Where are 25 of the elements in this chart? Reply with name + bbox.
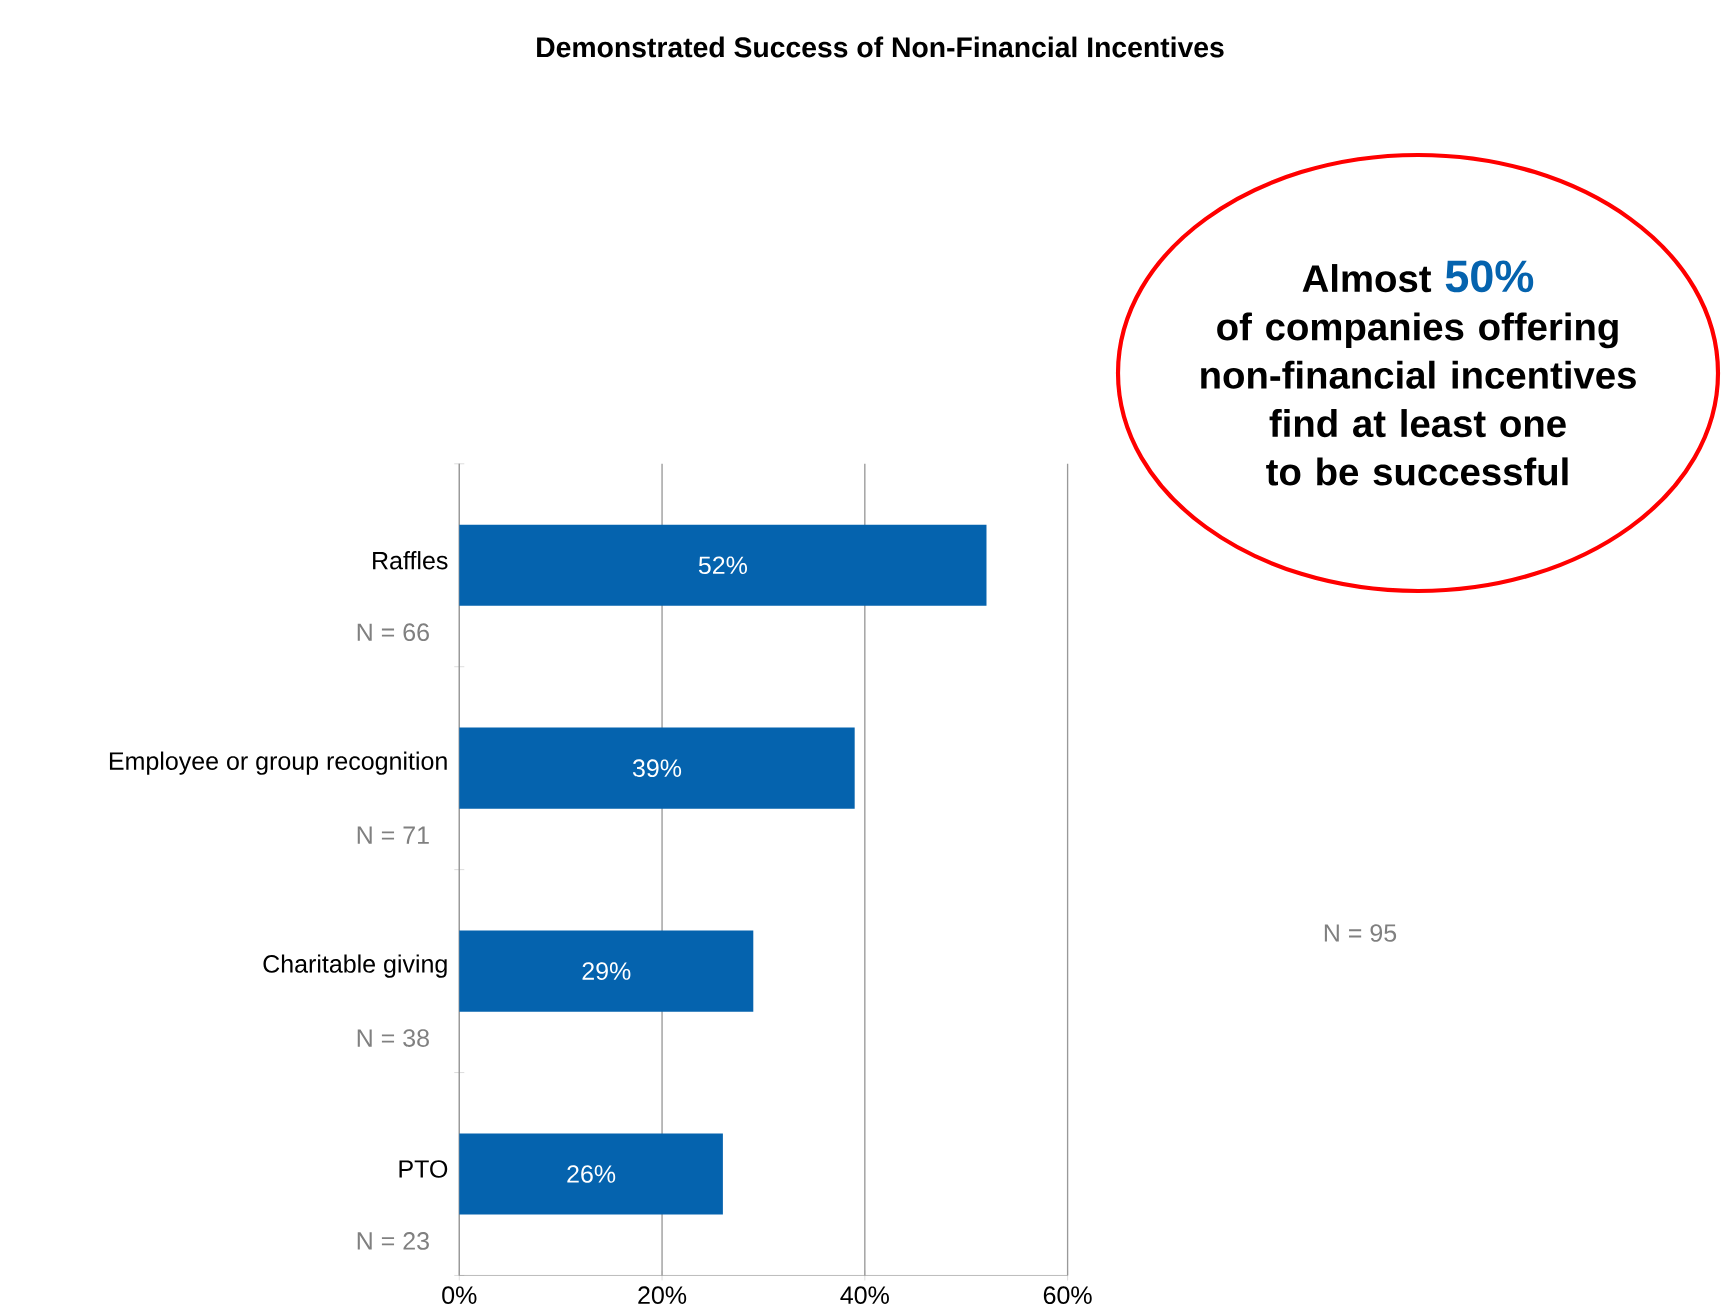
data-label: 39% <box>632 759 682 778</box>
data-label: 29% <box>582 962 631 981</box>
text: N = 95 <box>1324 924 1397 943</box>
bar <box>459 727 855 809</box>
bar <box>459 930 754 1012</box>
text: N = 66 <box>357 623 429 642</box>
chart-title: Demonstrated Success of Non-Financial Incentives <box>537 36 1224 58</box>
text: 50% <box>1445 260 1534 293</box>
text: of companies offering non-financial incentives find at least one to be successful <box>1201 312 1636 486</box>
y-tick-label: Raffles <box>373 551 448 570</box>
x-tick-label: 60% <box>1043 1286 1092 1305</box>
x-tick-label: 40% <box>840 1286 889 1305</box>
text: N = 23 <box>357 1232 429 1251</box>
bar <box>459 524 987 607</box>
bar <box>459 1133 723 1215</box>
data-label: 52% <box>698 556 747 575</box>
data-label: 26% <box>567 1165 616 1184</box>
text: Almost <box>1302 264 1432 293</box>
x-tick-label: 0% <box>442 1286 477 1305</box>
text: N = 71 <box>357 826 429 844</box>
text: N = 38 <box>357 1029 429 1048</box>
x-tick-label: 20% <box>638 1286 687 1305</box>
y-tick-label: Employee or group recognition <box>109 751 447 776</box>
y-tick-label: Charitable giving <box>263 954 447 978</box>
y-tick-label: PTO <box>399 1160 448 1179</box>
